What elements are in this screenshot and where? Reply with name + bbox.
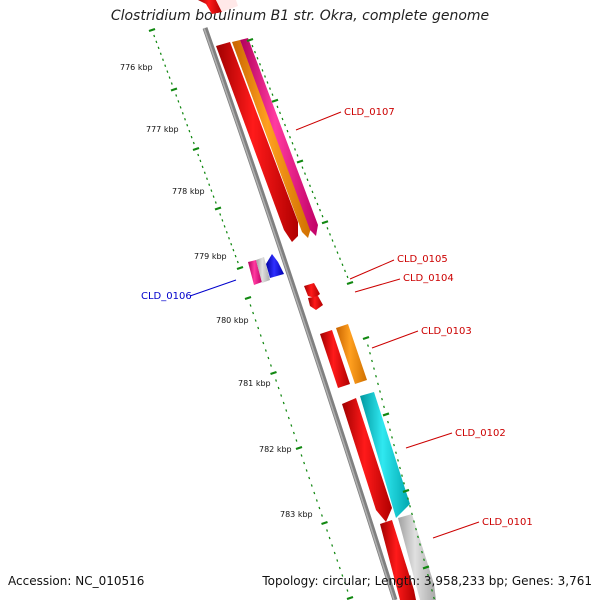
- gene-cld-0107-orange[interactable]: [232, 40, 311, 238]
- tick-label-783: 783 kbp: [280, 510, 313, 519]
- leader-cld-0105: [349, 259, 395, 280]
- gene-label-cld-0101[interactable]: CLD_0101: [482, 517, 533, 528]
- gene-label-cld-0107[interactable]: CLD_0107: [344, 107, 395, 118]
- cds-feature-top[interactable]: [198, 0, 222, 14]
- ruler-major-tick: [236, 265, 244, 271]
- genome-backbone-highlight: [203, 27, 395, 600]
- genome-backbone: [202, 27, 398, 600]
- map-title: Clostridium botulinum B1 str. Okra, comp…: [110, 8, 490, 24]
- gene-label-cld-0104[interactable]: CLD_0104: [403, 273, 454, 284]
- leader-cld-0106: [189, 279, 237, 297]
- tick-label-782: 782 kbp: [259, 445, 292, 454]
- ruler-major-tick: [244, 295, 252, 301]
- gene-cld-0106-magenta[interactable]: [248, 260, 262, 285]
- leader-cld-0102: [405, 432, 453, 449]
- gene-cld-0105[interactable]: [304, 283, 320, 298]
- genome-summary-text: Topology: circular; Length: 3,958,233 bp…: [262, 574, 592, 588]
- ruler-major-tick: [362, 335, 370, 341]
- gene-cld-0103-red[interactable]: [320, 330, 350, 388]
- ruler-major-tick: [346, 280, 354, 286]
- gene-cld-0107-magenta[interactable]: [240, 38, 318, 236]
- ruler-major-tick: [246, 37, 254, 43]
- ruler-major-tick: [321, 220, 329, 225]
- right-ruler: [246, 37, 435, 600]
- leader-cld-0107: [295, 111, 342, 131]
- leader-cld-0101: [432, 521, 480, 539]
- gene-cld-0106-grey[interactable]: [256, 257, 270, 283]
- gene-label-cld-0102[interactable]: CLD_0102: [455, 428, 506, 439]
- gene-cld-0104[interactable]: [308, 296, 323, 310]
- left-ruler: [148, 27, 354, 600]
- tick-label-781: 781 kbp: [238, 379, 271, 388]
- ruler-major-tick: [148, 27, 156, 33]
- ruler-major-tick: [321, 520, 328, 526]
- gene-cld-0101-red[interactable]: [380, 520, 416, 600]
- ruler-major-tick: [271, 98, 279, 103]
- accession-text: Accession: NC_010516: [8, 574, 145, 588]
- ruler-major-tick: [296, 159, 304, 164]
- gene-cld-0106-blue[interactable]: [266, 254, 284, 278]
- ruler-major-tick: [214, 206, 222, 211]
- ruler-major-tick: [270, 370, 277, 376]
- tick-label-777: 777 kbp: [146, 125, 179, 134]
- tick-label-780: 780 kbp: [216, 316, 249, 325]
- gene-cld-0102-cyan[interactable]: [360, 392, 410, 518]
- gene-cld-0101-grey[interactable]: [398, 514, 436, 600]
- cds-feature-top-pale[interactable]: [216, 0, 238, 12]
- gene-cld-0103-orange[interactable]: [336, 324, 367, 384]
- ruler-major-tick: [295, 445, 303, 451]
- ruler-major-tick: [346, 595, 354, 600]
- ruler-major-tick: [402, 488, 410, 493]
- gene-label-cld-0105[interactable]: CLD_0105: [397, 254, 448, 265]
- ruler-major-tick: [170, 87, 178, 92]
- leader-cld-0104: [354, 278, 401, 293]
- gene-cld-0102-red[interactable]: [342, 398, 392, 522]
- gene-label-cld-0103[interactable]: CLD_0103: [421, 326, 472, 337]
- gene-label-cld-0106[interactable]: CLD_0106: [141, 291, 192, 302]
- ruler-major-tick: [422, 565, 430, 570]
- tick-label-779: 779 kbp: [194, 252, 227, 261]
- ruler-major-tick: [382, 412, 390, 417]
- tick-label-778: 778 kbp: [172, 187, 205, 196]
- ruler-major-tick: [192, 146, 200, 152]
- leader-cld-0103: [371, 330, 419, 349]
- gene-cld-0107-red[interactable]: [216, 42, 298, 242]
- tick-label-776: 776 kbp: [120, 63, 153, 72]
